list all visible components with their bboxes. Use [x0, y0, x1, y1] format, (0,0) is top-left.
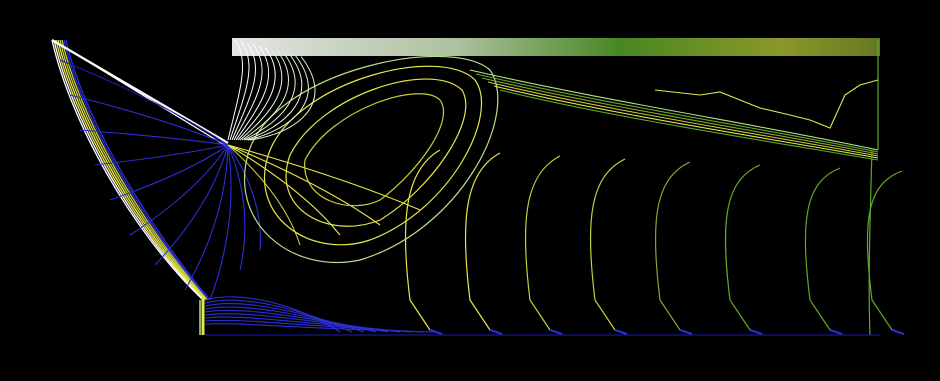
recirculation-contour	[263, 65, 483, 246]
downstream-contour	[804, 167, 841, 331]
shear-layer-contour	[469, 69, 879, 151]
wall-contour-tip	[749, 329, 763, 335]
downstream-contour	[404, 149, 441, 331]
wake-contour	[239, 48, 283, 141]
shear-layer-contour	[481, 77, 879, 155]
base-contour	[204, 319, 425, 333]
recirculation-contour	[244, 55, 499, 264]
shear-layer-contour	[487, 81, 879, 157]
wake-contour	[241, 50, 289, 141]
shear-layer-contour	[499, 89, 879, 161]
wake-contour	[237, 47, 276, 141]
jagged-contour	[654, 79, 879, 129]
fan-line	[69, 94, 229, 146]
shock-line	[51, 39, 204, 301]
top-boundary-band	[232, 38, 880, 56]
wall-contour-tip	[549, 329, 563, 335]
fan-line	[94, 144, 229, 166]
fan-line	[227, 144, 421, 211]
wall-contour-tip	[829, 329, 843, 335]
fan-line	[59, 59, 229, 146]
shock-line	[53, 39, 205, 301]
ramp-edge	[55, 41, 227, 147]
shock-line	[61, 39, 209, 301]
downstream-contour	[589, 158, 626, 331]
fan-line	[129, 144, 229, 236]
recirculation-contour	[304, 93, 445, 207]
fan-line	[227, 144, 261, 251]
downstream-contour	[524, 155, 561, 331]
shock-line	[55, 39, 206, 301]
fan-line	[209, 144, 232, 301]
wake-contour	[231, 42, 256, 141]
wake-contour	[243, 51, 296, 141]
wall-contour-tip	[614, 329, 628, 335]
wake-contour	[233, 44, 263, 141]
base-contour	[204, 296, 341, 333]
shock-line	[63, 39, 210, 301]
fan-line	[184, 144, 229, 291]
wake-contour	[227, 39, 244, 141]
wake-contour	[249, 56, 316, 141]
wake-contour	[247, 54, 309, 141]
fan-line	[79, 129, 229, 146]
shear-layer-contour	[475, 73, 879, 153]
base-contour	[204, 299, 353, 333]
outlet-contour	[868, 40, 879, 336]
wake-contour	[229, 41, 250, 141]
shock-line	[57, 39, 207, 301]
wall-contour-tip	[489, 329, 503, 335]
downstream-contour	[724, 164, 761, 331]
downstream-contour	[654, 161, 691, 331]
downstream-contour	[866, 170, 903, 331]
fan-line	[227, 144, 246, 271]
base-contour	[204, 323, 437, 333]
recirculation-contour	[285, 78, 467, 227]
wake-contour	[235, 45, 270, 141]
fan-line	[227, 144, 301, 246]
shear-layer-contour	[493, 85, 879, 159]
shock-line	[65, 39, 211, 301]
wall-contour-tip	[679, 329, 693, 335]
wake-contour	[245, 53, 303, 141]
contour-lines	[51, 38, 905, 336]
fan-line	[154, 144, 229, 266]
fan-line	[109, 144, 229, 201]
shock-line	[59, 39, 208, 301]
downstream-contour	[464, 152, 501, 331]
fan-line	[227, 144, 381, 226]
wall-contour-tip	[891, 329, 905, 335]
